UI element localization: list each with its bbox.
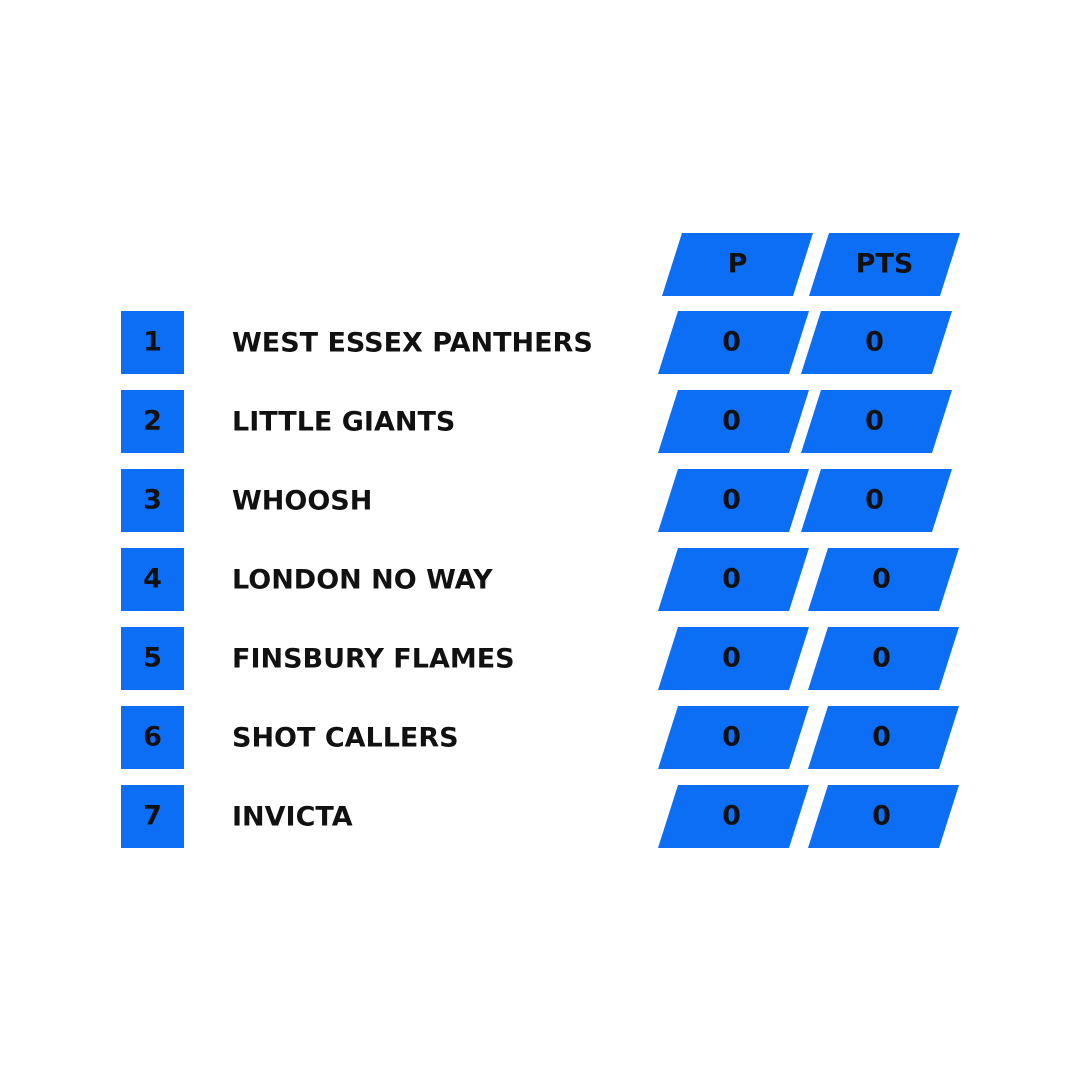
rank: 6 [143, 722, 162, 753]
stat-value: 0 [872, 722, 891, 753]
rank: 5 [143, 643, 162, 674]
team-name: SHOT CALLERS [232, 723, 459, 754]
team-name: INVICTA [232, 802, 353, 833]
stat-value: 0 [722, 722, 741, 753]
stat-value: 0 [865, 485, 884, 516]
stat-value: 0 [722, 485, 741, 516]
stat-cell [658, 469, 809, 532]
rank-box [121, 311, 184, 374]
rank-box [121, 706, 184, 769]
stat-value: 0 [722, 406, 741, 437]
stat-cell [658, 706, 809, 769]
team-name: WHOOSH [232, 486, 372, 517]
team-name: LONDON NO WAY [232, 565, 493, 596]
stat-cell [658, 627, 809, 690]
rank-box [121, 785, 184, 848]
stat-cell [658, 311, 809, 374]
team-name: WEST ESSEX PANTHERS [232, 328, 593, 359]
stat-cell [808, 627, 959, 690]
team-name: FINSBURY FLAMES [232, 644, 515, 675]
header-cell [809, 233, 960, 296]
rank: 2 [143, 406, 162, 437]
stat-cell [808, 706, 959, 769]
rank-box [121, 390, 184, 453]
stat-value: 0 [865, 327, 884, 358]
stat-cell [801, 311, 952, 374]
rank-box [121, 627, 184, 690]
stat-value: 0 [865, 406, 884, 437]
stat-value: 0 [872, 801, 891, 832]
rank: 7 [143, 801, 162, 832]
stat-cell [808, 548, 959, 611]
header-label: P [728, 249, 748, 280]
header-cell [662, 233, 813, 296]
stat-cell [808, 785, 959, 848]
rank: 4 [143, 564, 162, 595]
stat-value: 0 [722, 327, 741, 358]
stat-cell [658, 785, 809, 848]
stat-cell [658, 390, 809, 453]
stat-value: 0 [722, 643, 741, 674]
stat-cell [801, 469, 952, 532]
rank-box [121, 469, 184, 532]
rank-box [121, 548, 184, 611]
header-label: PTS [856, 249, 914, 280]
stat-value: 0 [722, 564, 741, 595]
stat-cell [801, 390, 952, 453]
rank: 3 [143, 485, 162, 516]
team-name: LITTLE GIANTS [232, 407, 455, 438]
stat-cell [658, 548, 809, 611]
stat-value: 0 [872, 643, 891, 674]
stat-value: 0 [722, 801, 741, 832]
rank: 1 [143, 327, 162, 358]
stat-value: 0 [872, 564, 891, 595]
